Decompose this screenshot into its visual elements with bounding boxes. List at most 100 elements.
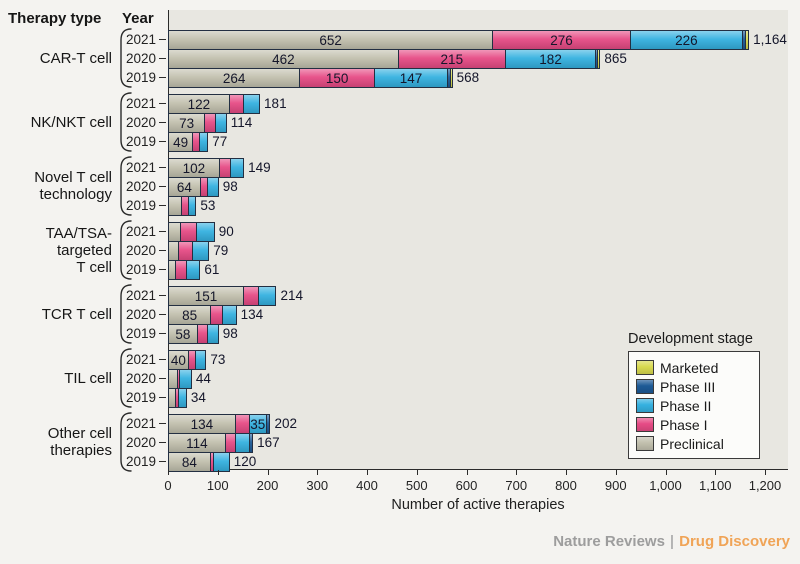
bar-segment	[208, 178, 219, 196]
therapy-group-label: NK/NKT cell	[0, 114, 112, 131]
bar-segment	[229, 95, 244, 113]
year-label: 2021	[125, 416, 156, 431]
year-label: 2019	[125, 326, 156, 341]
segment-value-label: 147	[399, 70, 423, 86]
x-tick-label: 0	[164, 478, 172, 493]
segment-value-label: 652	[319, 32, 342, 48]
bar-segment	[225, 434, 237, 452]
bar-total-label: 134	[240, 307, 264, 322]
bar-row: 114	[168, 433, 254, 453]
bar-total-label: 90	[218, 224, 234, 239]
bar-segment	[236, 434, 250, 452]
bar-row: 264 150 147	[168, 68, 453, 88]
x-tick-label: 800	[555, 478, 577, 493]
journal-publication: Drug Discovery	[679, 533, 790, 550]
bar-segment	[231, 159, 244, 177]
bar-segment: 35	[249, 415, 267, 433]
segment-value-label: 84	[181, 454, 197, 470]
x-tick-label: 600	[455, 478, 478, 493]
year-header: Year	[122, 10, 154, 27]
therapy-group-label-line: Novel T cell	[34, 169, 112, 186]
segment-value-label: 151	[194, 288, 218, 304]
therapy-group-label-line: CAR-T cell	[39, 49, 112, 67]
x-tick-label: 500	[405, 478, 428, 493]
bar-total-label: 568	[456, 70, 480, 85]
year-tick-mark	[159, 378, 166, 379]
segment-value-label: 264	[222, 70, 246, 86]
year-label: 2020	[125, 115, 156, 130]
bar-segment	[200, 178, 209, 196]
year-tick-mark	[159, 397, 166, 398]
x-tick	[217, 470, 219, 475]
bars-layer: 652 276 226 1,164 462 215 182 865 264 150 147 568 12…	[168, 30, 788, 472]
legend-label: Marketed	[660, 359, 719, 376]
segment-value-label: 215	[440, 51, 464, 67]
legend-item: Phase I	[636, 415, 751, 434]
bar-segment: 114	[169, 434, 226, 452]
legend: Development stage Marketed Phase III Phase…	[628, 331, 760, 459]
bar-total-label: 53	[200, 198, 216, 213]
segment-value-label: 150	[325, 70, 349, 86]
segment-value-label: 64	[176, 179, 192, 195]
year-tick-mark	[159, 359, 166, 360]
bar-segment: 102	[169, 159, 220, 177]
year-tick-mark	[159, 205, 166, 206]
bar-segment: 40	[169, 351, 189, 369]
bar-segment	[186, 261, 200, 279]
legend-swatch	[636, 398, 654, 413]
legend-swatch	[636, 436, 654, 451]
bar-segment: 652	[169, 31, 494, 49]
year-label: 2020	[125, 435, 156, 450]
year-tick-mark	[159, 423, 166, 424]
year-tick-mark	[159, 122, 166, 123]
bar-segment	[188, 197, 196, 215]
bar-row	[168, 196, 197, 216]
segment-value-label: 182	[539, 51, 562, 67]
segment-value-label: 35	[250, 416, 266, 432]
bar-segment	[743, 31, 747, 49]
bar-segment: 122	[169, 95, 230, 113]
bar-segment	[216, 114, 227, 132]
bar-segment	[169, 370, 178, 388]
bar-row: 151	[168, 286, 277, 306]
therapy-group-label-line: NK/NKT cell	[30, 113, 112, 131]
x-tick	[317, 470, 319, 475]
x-tick-label: 300	[306, 478, 329, 493]
bar-segment	[180, 370, 192, 388]
year-label: 2020	[125, 51, 156, 66]
x-tick-label: 400	[356, 478, 378, 493]
year-label: 2019	[125, 454, 156, 469]
bar-total-label: 77	[212, 134, 228, 149]
x-tick-label: 100	[206, 478, 229, 493]
year-label: 2019	[125, 134, 156, 149]
segment-value-label: 49	[173, 134, 189, 150]
group-bracket	[120, 284, 132, 344]
therapy-type-header: Therapy type	[8, 10, 102, 27]
segment-value-label: 114	[186, 435, 208, 451]
year-tick-mark	[159, 58, 166, 59]
bar-segment	[178, 242, 193, 260]
segment-value-label: 85	[182, 307, 198, 323]
bar-segment: 49	[169, 133, 194, 151]
bar-total-label: 34	[190, 390, 206, 405]
year-label: 2021	[125, 352, 156, 367]
journal-separator: |	[669, 533, 675, 550]
bar-row: 64	[168, 177, 219, 197]
year-label: 2021	[125, 96, 156, 111]
therapy-group-label: CAR-T cell	[0, 50, 112, 67]
bar-total-label: 98	[222, 179, 238, 194]
x-tick	[765, 470, 766, 475]
legend-swatch	[636, 417, 654, 432]
year-tick-mark	[159, 39, 166, 40]
bar-segment: 462	[169, 50, 399, 68]
bar-segment	[199, 133, 208, 151]
bar-total-label: 149	[248, 160, 271, 175]
segment-value-label: 462	[272, 51, 295, 67]
x-tick-label: 700	[505, 478, 528, 493]
bar-segment	[596, 50, 599, 68]
bar-segment	[223, 306, 237, 324]
group-bracket	[120, 28, 132, 88]
bar-segment: 147	[374, 69, 449, 87]
bar-total-label: 73	[210, 352, 226, 367]
year-tick-mark	[159, 167, 166, 168]
